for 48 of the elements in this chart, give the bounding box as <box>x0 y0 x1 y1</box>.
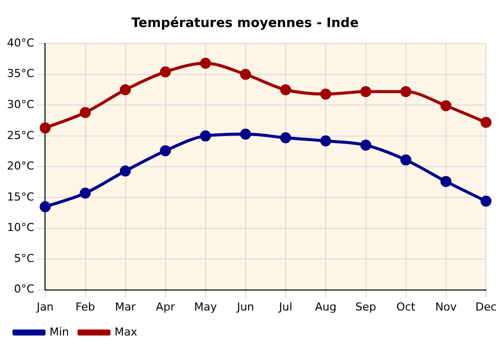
point <box>120 166 131 177</box>
point <box>240 128 252 140</box>
y-tick-label: 10°C <box>6 221 34 234</box>
point <box>40 201 51 212</box>
y-tick-label: 15°C <box>6 190 34 204</box>
y-tick-label: 30°C <box>6 98 34 112</box>
point <box>320 88 332 100</box>
y-tick-label: 0°C <box>14 282 34 296</box>
x-tick-label: Jun <box>236 300 254 314</box>
point <box>280 84 292 96</box>
x-tick-label: Dec <box>475 300 497 314</box>
point <box>280 132 292 144</box>
x-tick-label: Oct <box>396 300 416 314</box>
x-tick-label: Jan <box>36 300 54 314</box>
x-tick-label: Sep <box>355 300 376 314</box>
point <box>200 58 211 69</box>
point <box>360 86 372 98</box>
point <box>80 107 91 118</box>
point <box>440 176 452 187</box>
point <box>440 100 452 112</box>
point <box>40 122 51 134</box>
y-tick-label: 5°C <box>14 252 34 265</box>
point <box>80 188 91 199</box>
legend-label: Min <box>50 325 70 338</box>
y-tick-label: 25°C <box>6 128 34 142</box>
point <box>120 84 131 96</box>
y-tick-label: 20°C <box>6 160 34 173</box>
x-tick-label: Apr <box>156 300 176 314</box>
point <box>240 68 252 80</box>
x-tick-label: Jul <box>278 300 292 314</box>
y-tick-label: 35°C <box>6 67 34 80</box>
point <box>480 196 492 207</box>
y-tick-label: 40°C <box>6 36 34 50</box>
point <box>360 140 372 151</box>
chart-title: Températures moyennes - Inde <box>131 16 359 32</box>
point <box>320 135 332 146</box>
point <box>480 116 492 128</box>
x-tick-label: Nov <box>435 300 458 314</box>
x-tick-label: May <box>194 300 218 314</box>
legend-label: Max <box>114 325 138 338</box>
x-tick-label: Mar <box>114 300 136 314</box>
point <box>400 154 412 166</box>
point <box>160 66 171 78</box>
x-tick-label: Aug <box>314 300 336 314</box>
point <box>200 130 211 142</box>
point <box>160 145 171 156</box>
x-tick-label: Feb <box>76 300 96 314</box>
point <box>400 86 412 98</box>
